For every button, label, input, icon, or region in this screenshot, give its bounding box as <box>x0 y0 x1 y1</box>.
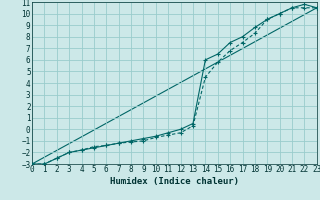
X-axis label: Humidex (Indice chaleur): Humidex (Indice chaleur) <box>110 177 239 186</box>
